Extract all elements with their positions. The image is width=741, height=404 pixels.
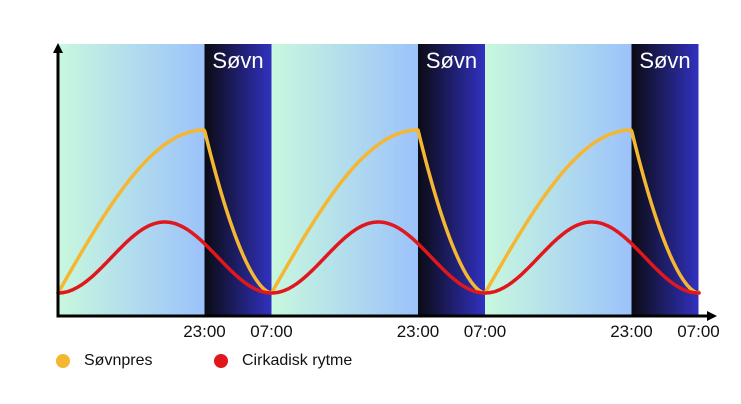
x-tick-label-1: 23:00: [183, 322, 226, 341]
x-tick-label-5: 23:00: [610, 322, 653, 341]
sleep-label-1: Søvn: [212, 48, 263, 73]
sleep-label-2: Søvn: [426, 48, 477, 73]
x-tick-label-4: 07:00: [464, 322, 507, 341]
y-axis-arrow: [53, 43, 63, 53]
legend-swatch-sovnpres: [56, 354, 70, 368]
legend-item-sovnpres: Søvnpres: [56, 352, 152, 370]
series-line-cirkadisk-rytme: [56, 220, 701, 295]
legend-swatch-cirkadisk-rytme: [214, 354, 228, 368]
legend-label-sovnpres: Søvnpres: [84, 352, 153, 369]
sleep-band-2: [418, 44, 485, 316]
sleep-label-3: Søvn: [639, 48, 690, 73]
x-tick-label-3: 23:00: [397, 322, 440, 341]
x-axis-arrow: [707, 311, 717, 321]
x-tick-label-2: 07:00: [250, 322, 293, 341]
legend-item-cirkadisk-rytme: Cirkadisk rytme: [214, 352, 352, 370]
series-line-sovnpres: [56, 128, 701, 295]
legend-label-cirkadisk-rytme: Cirkadisk rytme: [242, 352, 353, 369]
x-tick-label-6: 07:00: [677, 322, 720, 341]
